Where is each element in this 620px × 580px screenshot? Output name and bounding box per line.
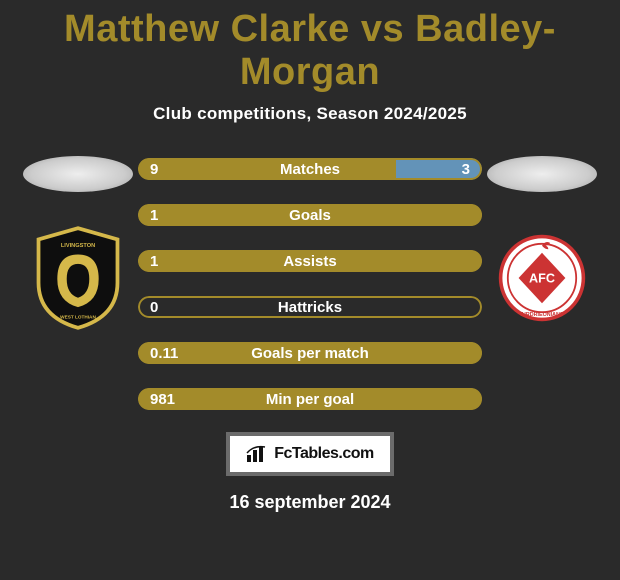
stat-bar: 1Goals (138, 204, 482, 226)
shield-icon: LIVINGSTON WEST LOTHIAN (31, 226, 125, 330)
stat-bar: 0.11Goals per match (138, 342, 482, 364)
svg-text:LIVINGSTON: LIVINGSTON (61, 243, 95, 249)
club-badge-left: LIVINGSTON WEST LOTHIAN (31, 226, 125, 330)
page-title: Matthew Clarke vs Badley-Morgan (0, 0, 620, 94)
bar-chart-icon (246, 445, 268, 463)
stat-label: Goals per match (138, 345, 482, 362)
circle-badge-icon: AFC AIRDRIEONIANS (497, 233, 587, 323)
player-silhouette-icon (487, 156, 597, 192)
date-text: 16 september 2024 (0, 492, 620, 513)
stat-label: Goals (138, 207, 482, 224)
fctables-logo: FcTables.com (226, 432, 394, 476)
stat-bar: 0Hattricks (138, 296, 482, 318)
subtitle: Club competitions, Season 2024/2025 (0, 104, 620, 124)
club-badge-right: AFC AIRDRIEONIANS (495, 226, 589, 330)
svg-text:AIRDRIEONIANS: AIRDRIEONIANS (520, 312, 563, 318)
stat-bar: 1Assists (138, 250, 482, 272)
comparison-area: LIVINGSTON WEST LOTHIAN 9Matches3 1Goals 1… (0, 156, 620, 410)
fctables-text: FcTables.com (274, 445, 374, 463)
stat-value-right: 3 (462, 161, 470, 178)
stat-label: Assists (138, 253, 482, 270)
stats-bars: 9Matches3 1Goals 1Assists 0Hattricks 0.11Goa… (138, 156, 482, 410)
stat-label: Min per goal (138, 391, 482, 408)
stat-bar: 981Min per goal (138, 388, 482, 410)
player-left-column: LIVINGSTON WEST LOTHIAN (18, 156, 138, 330)
svg-text:WEST LOTHIAN: WEST LOTHIAN (60, 314, 96, 319)
stat-label: Hattricks (138, 299, 482, 316)
player-silhouette-icon (23, 156, 133, 192)
stat-bar: 9Matches3 (138, 158, 482, 180)
player-right-column: AFC AIRDRIEONIANS (482, 156, 602, 330)
stat-label: Matches (138, 161, 482, 178)
afc-text: AFC (529, 272, 555, 286)
